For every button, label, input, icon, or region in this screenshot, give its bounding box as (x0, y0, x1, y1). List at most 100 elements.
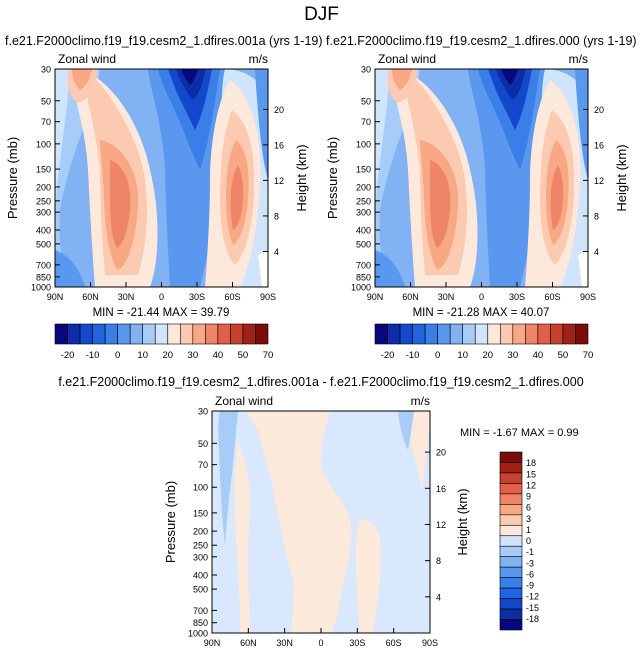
colorbar-swatch (499, 493, 523, 505)
colorbar-label: 10 (457, 350, 468, 361)
panel-1: f.e21.F2000climo.f19_f19.cesm2_1.dfires.… (5, 34, 323, 361)
y-tick-label: 150 (193, 508, 208, 518)
panel-1-ylabel: Pressure (mb) (5, 137, 20, 219)
y-tick-label: 100 (193, 483, 208, 493)
colorbar-label: 1 (526, 525, 531, 535)
colorbar-swatch (499, 504, 523, 516)
x-tick-label: 60N (82, 292, 99, 302)
colorbar-swatch (92, 323, 106, 345)
panel-3-title: f.e21.F2000climo.f19_f19.cesm2_1.dfires.… (58, 375, 583, 389)
colorbar-label: 6 (526, 503, 531, 513)
y-tick-label: 700 (193, 606, 208, 616)
y-tick-label: 700 (356, 260, 371, 270)
panel-3-x-ticks: 90N 60N 30N 0 30S 60S 90S (204, 628, 438, 648)
colorbar-swatch (537, 323, 551, 345)
colorbar-swatch (499, 577, 523, 589)
colorbar-label: 3 (526, 514, 531, 524)
panel-3-contours (212, 411, 430, 633)
panel-2-right-ticks: 20 16 12 8 4 (583, 105, 604, 257)
y-tick-label: 50 (198, 439, 208, 449)
colorbar-label: -20 (381, 350, 395, 361)
colorbar-label: 40 (213, 350, 224, 361)
colorbar-label: 10 (137, 350, 148, 361)
colorbar-swatch (499, 608, 523, 620)
panel-3-left-label: Zonal wind (215, 394, 273, 408)
y-tick-label: 250 (356, 196, 371, 206)
colorbar-swatch (192, 323, 206, 345)
right-tick-label: 12 (274, 176, 284, 186)
colorbar-label: -10 (86, 350, 100, 361)
y-tick-label: 1000 (31, 283, 51, 293)
panel-3: f.e21.F2000climo.f19_f19.cesm2_1.dfires.… (58, 375, 583, 648)
colorbar-label: -20 (61, 350, 75, 361)
y-tick-label: 70 (361, 117, 371, 127)
panel-1-left-label: Zonal wind (58, 52, 116, 66)
right-tick-label: 4 (594, 247, 599, 257)
colorbar-swatch (179, 323, 194, 345)
colorbar-label: -18 (526, 614, 539, 624)
x-tick-label: 0 (318, 638, 323, 648)
panel-2-title: f.e21.F2000climo.f19_f19.cesm2_1.dfires.… (326, 34, 637, 48)
colorbar-label: -15 (526, 603, 539, 613)
right-tick-label: 20 (274, 105, 284, 115)
colorbar-swatch (54, 323, 68, 345)
y-tick-label: 300 (193, 552, 208, 562)
y-tick-label: 50 (41, 96, 51, 106)
colorbar-swatch (499, 483, 523, 495)
x-tick-label: 0 (159, 292, 164, 302)
x-tick-label: 90S (580, 292, 596, 302)
colorbar-swatch (512, 323, 526, 345)
colorbar-label: 50 (558, 350, 569, 361)
colorbar-label: -9 (526, 581, 534, 591)
y-tick-label: 700 (36, 260, 51, 270)
colorbar-swatch (499, 545, 523, 558)
right-tick-label: 20 (436, 448, 446, 458)
colorbar-label: 18 (526, 458, 536, 468)
colorbar-swatch (462, 323, 476, 345)
panel-2-ylabel-right: Height (km) (614, 144, 629, 211)
figure-title: DJF (304, 4, 339, 25)
colorbar-swatch (412, 323, 426, 345)
y-tick-label: 500 (36, 239, 51, 249)
colorbar-swatch (167, 323, 181, 345)
y-tick-label: 100 (356, 139, 371, 149)
colorbar-label: 30 (508, 350, 519, 361)
right-tick-label: 8 (274, 211, 279, 221)
colorbar-label: 0 (115, 350, 120, 361)
x-tick-label: 60S (544, 292, 560, 302)
colorbar-label: 9 (526, 492, 531, 502)
y-tick-label: 150 (36, 165, 51, 175)
panel-3-units: m/s (411, 394, 430, 408)
colorbar-swatch (562, 323, 576, 345)
x-tick-label: 90S (422, 638, 438, 648)
colorbar-swatch (499, 462, 523, 474)
x-tick-label: 30S (189, 292, 205, 302)
x-tick-label: 90N (47, 292, 64, 302)
x-tick-label: 60N (240, 638, 257, 648)
colorbar-label: 40 (533, 350, 544, 361)
y-tick-label: 1000 (351, 283, 371, 293)
y-tick-label: 850 (193, 618, 208, 628)
panel-2: f.e21.F2000climo.f19_f19.cesm2_1.dfires.… (325, 34, 637, 361)
y-tick-label: 850 (356, 272, 371, 282)
colorbar-swatch (242, 323, 256, 345)
colorbar-label: 70 (583, 350, 594, 361)
colorbar-swatch (550, 323, 564, 345)
colorbar-label: 0 (526, 536, 531, 546)
x-tick-label: 30S (509, 292, 525, 302)
colorbar-swatch (499, 472, 523, 484)
colorbar-swatch (230, 323, 244, 345)
y-tick-label: 400 (193, 570, 208, 580)
right-tick-label: 4 (436, 592, 441, 602)
colorbar-swatch (499, 451, 523, 463)
y-tick-label: 100 (36, 139, 51, 149)
y-tick-label: 850 (36, 272, 51, 282)
panel-1-stats: MIN = -21.44 MAX = 39.79 (93, 307, 230, 319)
colorbar-label: 15 (526, 469, 536, 479)
colorbar-label: 30 (188, 350, 199, 361)
colorbar-swatch (142, 323, 156, 345)
y-tick-label: 200 (36, 182, 51, 192)
